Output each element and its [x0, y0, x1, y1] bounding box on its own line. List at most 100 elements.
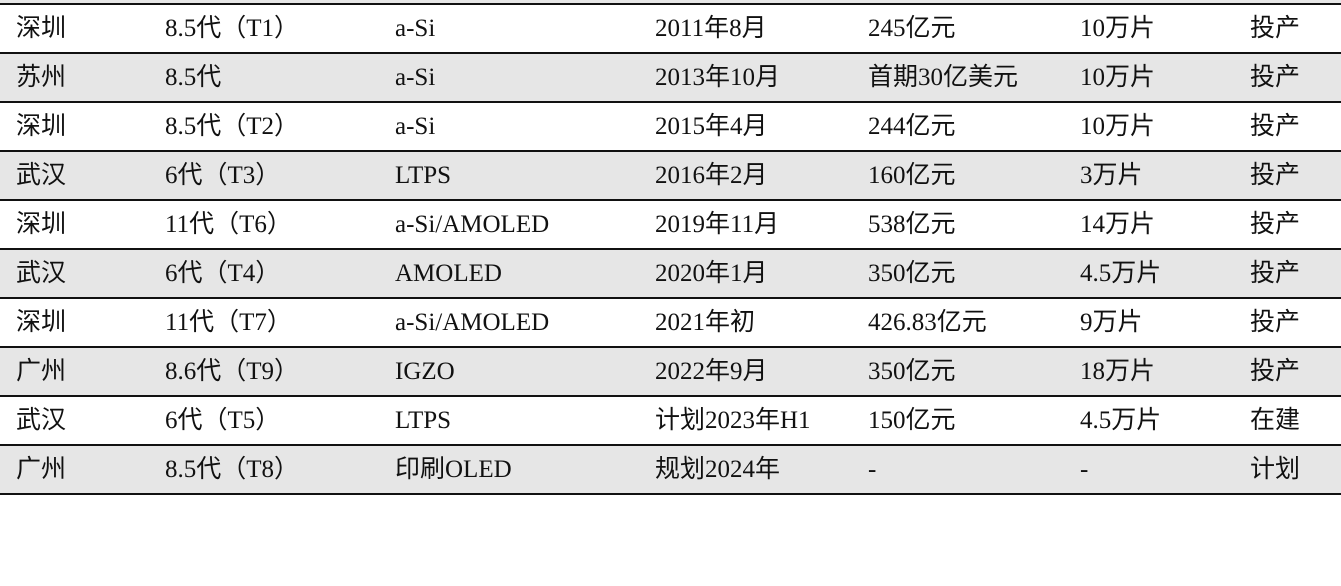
cell-text: 6代（T4）	[165, 260, 281, 287]
cell-capacity: 4.5万片	[1080, 249, 1250, 298]
cell-text: 广州	[16, 358, 67, 385]
cell-text: 2022年9月	[655, 358, 768, 385]
cell-tech: a-Si	[395, 4, 655, 53]
cell-time: 2020年1月	[655, 249, 868, 298]
cell-text: 426.83亿元	[868, 309, 987, 336]
cell-status: 投产	[1250, 4, 1341, 53]
cell-status: 投产	[1250, 347, 1341, 396]
cell-text: 8.5代（T1）	[165, 15, 300, 42]
table-row: 广州 8.5代（T8） 印刷OLED 规划2024年 - - 计划	[0, 445, 1341, 494]
cell-text: 武汉	[16, 407, 67, 434]
cell-text: 深圳	[16, 15, 67, 42]
cell-tech: a-Si/AMOLED	[395, 298, 655, 347]
cell-text: 9万片	[1080, 309, 1143, 336]
cell-time: 2013年10月	[655, 53, 868, 102]
cell-invest: 350亿元	[868, 249, 1080, 298]
cell-time: 计划2023年H1	[655, 396, 868, 445]
table-row: 深圳 11代（T6） a-Si/AMOLED 2019年11月 538亿元 14万片 投产	[0, 200, 1341, 249]
table-row: 广州 8.6代（T9） IGZO 2022年9月 350亿元 18万片 投产	[0, 347, 1341, 396]
cell-gen: 8.5代（T8）	[165, 445, 395, 494]
cell-city: 武汉	[0, 249, 165, 298]
table-row: 武汉 6代（T3） LTPS 2016年2月 160亿元 3万片 投产	[0, 151, 1341, 200]
cell-text: 2021年初	[655, 309, 756, 336]
cell-tech: LTPS	[395, 396, 655, 445]
cell-gen: 11代（T6）	[165, 200, 395, 249]
cell-text: 538亿元	[868, 211, 956, 238]
cell-text: a-Si/AMOLED	[395, 309, 550, 336]
cell-text: 4.5万片	[1080, 260, 1162, 287]
cell-time: 2019年11月	[655, 200, 868, 249]
cell-tech: AMOLED	[395, 249, 655, 298]
cell-text: 10万片	[1080, 113, 1156, 140]
cell-city: 深圳	[0, 4, 165, 53]
table-row: 武汉 6代（T5） LTPS 计划2023年H1 150亿元 4.5万片 在建	[0, 396, 1341, 445]
cell-invest: 首期30亿美元	[868, 53, 1080, 102]
cell-status: 在建	[1250, 396, 1341, 445]
cell-text: a-Si	[395, 113, 436, 140]
table-row: 深圳 11代（T7） a-Si/AMOLED 2021年初 426.83亿元 9万片 投产	[0, 298, 1341, 347]
cell-status: 投产	[1250, 53, 1341, 102]
cell-capacity: 4.5万片	[1080, 396, 1250, 445]
cell-text: 4.5万片	[1080, 407, 1162, 434]
cell-text: 武汉	[16, 162, 67, 189]
cell-time: 2021年初	[655, 298, 868, 347]
cell-text: 投产	[1250, 260, 1301, 287]
cell-text: 2016年2月	[655, 162, 768, 189]
cell-status: 投产	[1250, 200, 1341, 249]
cell-gen: 11代（T7）	[165, 298, 395, 347]
cell-text: 150亿元	[868, 407, 956, 434]
cell-text: 2020年1月	[655, 260, 768, 287]
table-row: 苏州 8.5代 a-Si 2013年10月 首期30亿美元 10万片 投产	[0, 53, 1341, 102]
cell-text: 在建	[1250, 407, 1301, 434]
table-top-strip	[0, 0, 1341, 3]
cell-text: 深圳	[16, 211, 67, 238]
cell-invest: 160亿元	[868, 151, 1080, 200]
cell-capacity: 3万片	[1080, 151, 1250, 200]
cell-text: 投产	[1250, 358, 1301, 385]
cell-text: 8.5代	[165, 64, 222, 91]
cell-capacity: 10万片	[1080, 4, 1250, 53]
cell-time: 2022年9月	[655, 347, 868, 396]
cell-city: 深圳	[0, 200, 165, 249]
cell-text: 深圳	[16, 309, 67, 336]
cell-text: 计划	[1250, 456, 1301, 483]
cell-text: 投产	[1250, 211, 1301, 238]
cell-text: a-Si	[395, 64, 436, 91]
cell-tech: IGZO	[395, 347, 655, 396]
cell-gen: 6代（T4）	[165, 249, 395, 298]
cell-text: 投产	[1250, 113, 1301, 140]
cell-status: 投产	[1250, 249, 1341, 298]
cell-time: 规划2024年	[655, 445, 868, 494]
cell-text: -	[1080, 456, 1089, 483]
cell-text: 18万片	[1080, 358, 1156, 385]
cell-text: 8.6代（T9）	[165, 358, 300, 385]
cell-tech: a-Si/AMOLED	[395, 200, 655, 249]
cell-status: 投产	[1250, 298, 1341, 347]
cell-text: 首期30亿美元	[868, 64, 1019, 91]
cell-text: 8.5代（T2）	[165, 113, 300, 140]
cell-tech: a-Si	[395, 53, 655, 102]
cell-text: 投产	[1250, 162, 1301, 189]
cell-invest: 350亿元	[868, 347, 1080, 396]
cell-text: 武汉	[16, 260, 67, 287]
cell-text: 3万片	[1080, 162, 1143, 189]
cell-text: a-Si	[395, 15, 436, 42]
cell-time: 2011年8月	[655, 4, 868, 53]
cell-text: 6代（T5）	[165, 407, 281, 434]
cell-text: IGZO	[395, 358, 455, 385]
cell-text: 14万片	[1080, 211, 1156, 238]
cell-capacity: -	[1080, 445, 1250, 494]
cell-tech: a-Si	[395, 102, 655, 151]
cell-invest: 150亿元	[868, 396, 1080, 445]
cell-text: 2013年10月	[655, 64, 781, 91]
cell-city: 广州	[0, 347, 165, 396]
cell-text: 350亿元	[868, 260, 956, 287]
cell-gen: 8.5代（T1）	[165, 4, 395, 53]
table-row: 深圳 8.5代（T1） a-Si 2011年8月 245亿元 10万片 投产	[0, 4, 1341, 53]
cell-text: a-Si/AMOLED	[395, 211, 550, 238]
cell-text: 8.5代（T8）	[165, 456, 300, 483]
cell-invest: 426.83亿元	[868, 298, 1080, 347]
cell-gen: 8.5代（T2）	[165, 102, 395, 151]
cell-gen: 8.6代（T9）	[165, 347, 395, 396]
cell-time: 2016年2月	[655, 151, 868, 200]
